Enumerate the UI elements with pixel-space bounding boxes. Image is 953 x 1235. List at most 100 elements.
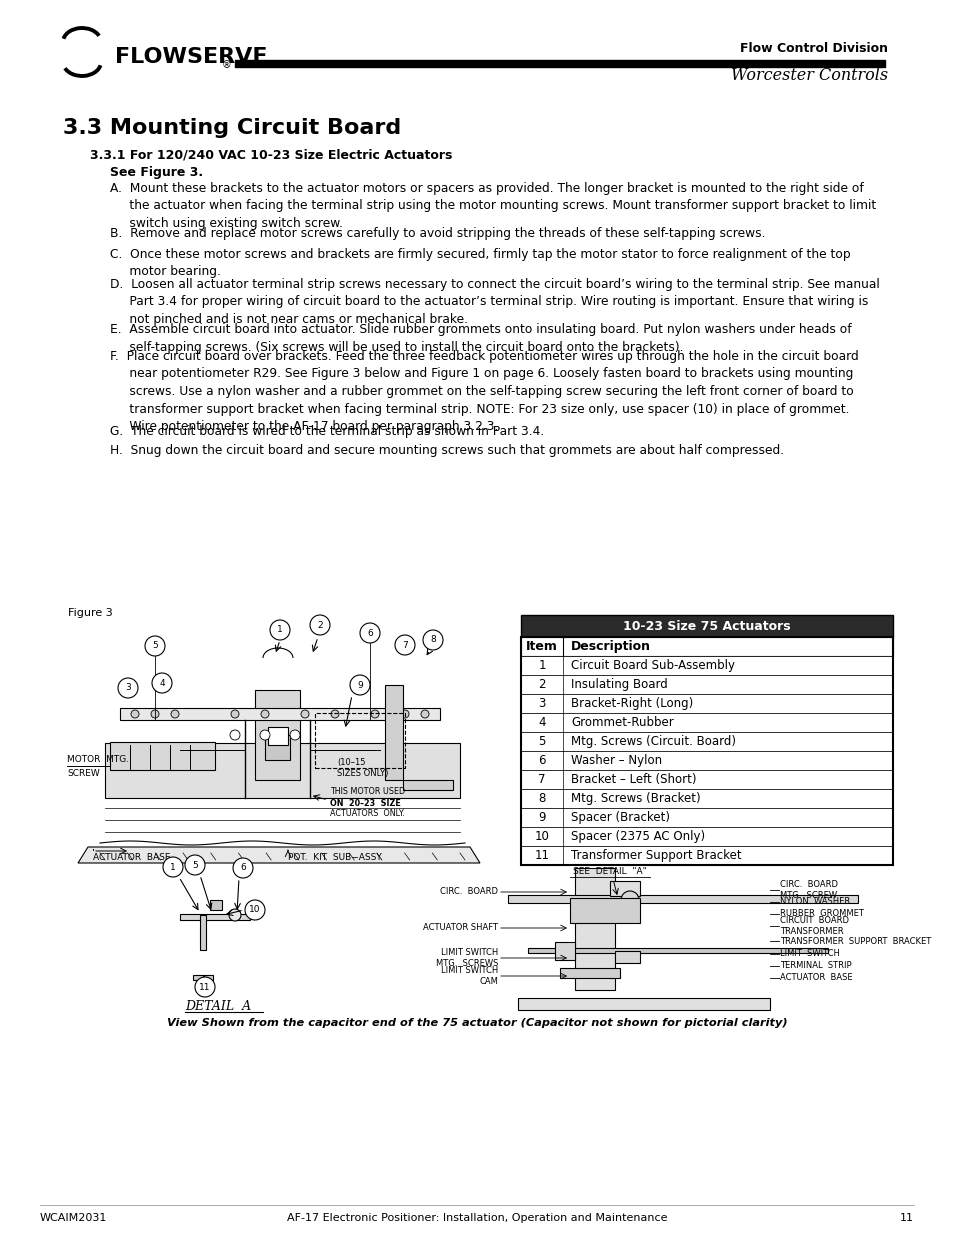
Text: Bracket – Left (Short): Bracket – Left (Short) bbox=[571, 773, 696, 785]
Text: D.  Loosen all actuator terminal strip screws necessary to connect the circuit b: D. Loosen all actuator terminal strip sc… bbox=[110, 278, 879, 326]
Text: ACTUATOR SHAFT: ACTUATOR SHAFT bbox=[422, 924, 497, 932]
Bar bbox=[520, 732, 892, 751]
Text: 4: 4 bbox=[537, 716, 545, 729]
Text: 6: 6 bbox=[367, 629, 373, 637]
Text: 3: 3 bbox=[125, 683, 131, 693]
Text: 5: 5 bbox=[537, 735, 545, 748]
Text: NYLON  WASHER: NYLON WASHER bbox=[780, 898, 849, 906]
Text: RUBBER  GROMMET: RUBBER GROMMET bbox=[780, 909, 863, 919]
Text: 6: 6 bbox=[240, 863, 246, 872]
Text: 4: 4 bbox=[159, 678, 165, 688]
Circle shape bbox=[118, 678, 138, 698]
Circle shape bbox=[245, 900, 265, 920]
Bar bbox=[520, 694, 892, 713]
Text: SCREW: SCREW bbox=[67, 768, 100, 778]
Circle shape bbox=[400, 710, 409, 718]
Bar bbox=[385, 685, 402, 781]
Text: Bracket-Right (Long): Bracket-Right (Long) bbox=[571, 697, 693, 710]
Text: G.  The circuit board is wired to the terminal strip as shown in Part 3.4.: G. The circuit board is wired to the ter… bbox=[110, 425, 543, 438]
Bar bbox=[569, 898, 639, 923]
Bar bbox=[520, 827, 892, 846]
Text: 10: 10 bbox=[534, 830, 549, 844]
Text: Item: Item bbox=[525, 640, 558, 653]
Text: F.  Place circuit board over brackets. Feed the three feedback potentiometer wir: F. Place circuit board over brackets. Fe… bbox=[110, 350, 858, 433]
Circle shape bbox=[395, 635, 415, 655]
Text: FLOWSERVE: FLOWSERVE bbox=[115, 47, 267, 67]
Bar bbox=[520, 789, 892, 808]
Text: Spacer (2375 AC Only): Spacer (2375 AC Only) bbox=[571, 830, 704, 844]
Text: 8: 8 bbox=[537, 792, 545, 805]
Text: LIMIT  SWITCH: LIMIT SWITCH bbox=[780, 950, 839, 958]
Text: MOTOR  MTG.: MOTOR MTG. bbox=[67, 756, 129, 764]
Text: Circuit Board Sub-Assembly: Circuit Board Sub-Assembly bbox=[571, 659, 734, 672]
Text: See Figure 3.: See Figure 3. bbox=[110, 165, 203, 179]
Text: 10-23 Size 75 Actuators: 10-23 Size 75 Actuators bbox=[622, 620, 790, 632]
Bar bbox=[520, 846, 892, 864]
Text: 11: 11 bbox=[199, 983, 211, 992]
Bar bbox=[520, 751, 892, 769]
Bar bbox=[527, 948, 827, 953]
Circle shape bbox=[194, 977, 214, 997]
Bar bbox=[559, 968, 619, 978]
Circle shape bbox=[331, 710, 338, 718]
Bar bbox=[520, 637, 892, 864]
Bar bbox=[105, 743, 459, 798]
Circle shape bbox=[350, 676, 370, 695]
Bar bbox=[193, 974, 213, 981]
Bar bbox=[254, 690, 299, 781]
Bar bbox=[517, 998, 769, 1010]
Text: WCAIM2031: WCAIM2031 bbox=[40, 1213, 108, 1223]
Text: 10: 10 bbox=[249, 905, 260, 914]
Bar bbox=[520, 808, 892, 827]
Text: Mtg. Screws (Circuit. Board): Mtg. Screws (Circuit. Board) bbox=[571, 735, 735, 748]
Text: SEE  DETAIL  "A": SEE DETAIL "A" bbox=[573, 867, 646, 877]
Bar bbox=[520, 676, 892, 694]
Text: 3: 3 bbox=[537, 697, 545, 710]
Circle shape bbox=[145, 636, 165, 656]
Text: 9: 9 bbox=[537, 811, 545, 824]
Circle shape bbox=[620, 890, 639, 909]
Bar bbox=[200, 915, 206, 950]
Circle shape bbox=[229, 909, 241, 921]
Circle shape bbox=[290, 730, 299, 740]
Text: SIZES ONLY): SIZES ONLY) bbox=[336, 769, 388, 778]
Text: Mtg. Screws (Bracket): Mtg. Screws (Bracket) bbox=[571, 792, 700, 805]
Text: 6: 6 bbox=[537, 755, 545, 767]
Circle shape bbox=[261, 710, 269, 718]
Circle shape bbox=[231, 710, 239, 718]
Circle shape bbox=[185, 855, 205, 876]
Circle shape bbox=[233, 858, 253, 878]
Text: ACTUATOR  BASE: ACTUATOR BASE bbox=[92, 852, 171, 862]
Text: TERMINAL  STRIP: TERMINAL STRIP bbox=[780, 962, 851, 971]
Circle shape bbox=[420, 710, 429, 718]
Polygon shape bbox=[78, 847, 479, 863]
Text: 7: 7 bbox=[402, 641, 408, 650]
Text: Transformer Support Bracket: Transformer Support Bracket bbox=[571, 848, 740, 862]
Text: Flow Control Division: Flow Control Division bbox=[740, 42, 887, 56]
Bar bbox=[520, 637, 892, 656]
Text: CIRCUIT  BOARD
TRANSFORMER: CIRCUIT BOARD TRANSFORMER bbox=[780, 916, 848, 936]
Bar bbox=[615, 951, 639, 963]
Text: LIMIT SWITCH
CAM: LIMIT SWITCH CAM bbox=[440, 966, 497, 986]
Text: Worcester Controls: Worcester Controls bbox=[730, 67, 887, 84]
Text: Grommet-Rubber: Grommet-Rubber bbox=[571, 716, 673, 729]
Text: E.  Assemble circuit board into actuator. Slide rubber grommets onto insulating : E. Assemble circuit board into actuator.… bbox=[110, 324, 851, 353]
Bar bbox=[609, 881, 639, 897]
Bar bbox=[507, 895, 857, 903]
Text: 2: 2 bbox=[537, 678, 545, 692]
Text: H.  Snug down the circuit board and secure mounting screws such that grommets ar: H. Snug down the circuit board and secur… bbox=[110, 445, 783, 457]
Text: ®: ® bbox=[222, 61, 232, 70]
Text: C.  Once these motor screws and brackets are firmly secured, firmly tap the moto: C. Once these motor screws and brackets … bbox=[110, 248, 850, 279]
Bar bbox=[520, 656, 892, 676]
Text: B.  Remove and replace motor screws carefully to avoid stripping the threads of : B. Remove and replace motor screws caref… bbox=[110, 227, 764, 240]
Bar bbox=[265, 735, 290, 760]
Circle shape bbox=[310, 615, 330, 635]
Text: 1: 1 bbox=[276, 625, 283, 635]
Text: 9: 9 bbox=[356, 680, 362, 689]
Text: 5: 5 bbox=[152, 641, 157, 651]
Circle shape bbox=[260, 730, 270, 740]
Bar bbox=[575, 868, 615, 990]
Bar bbox=[555, 942, 575, 960]
Text: THIS MOTOR USED: THIS MOTOR USED bbox=[330, 788, 405, 797]
Text: (10–15: (10–15 bbox=[336, 758, 365, 767]
